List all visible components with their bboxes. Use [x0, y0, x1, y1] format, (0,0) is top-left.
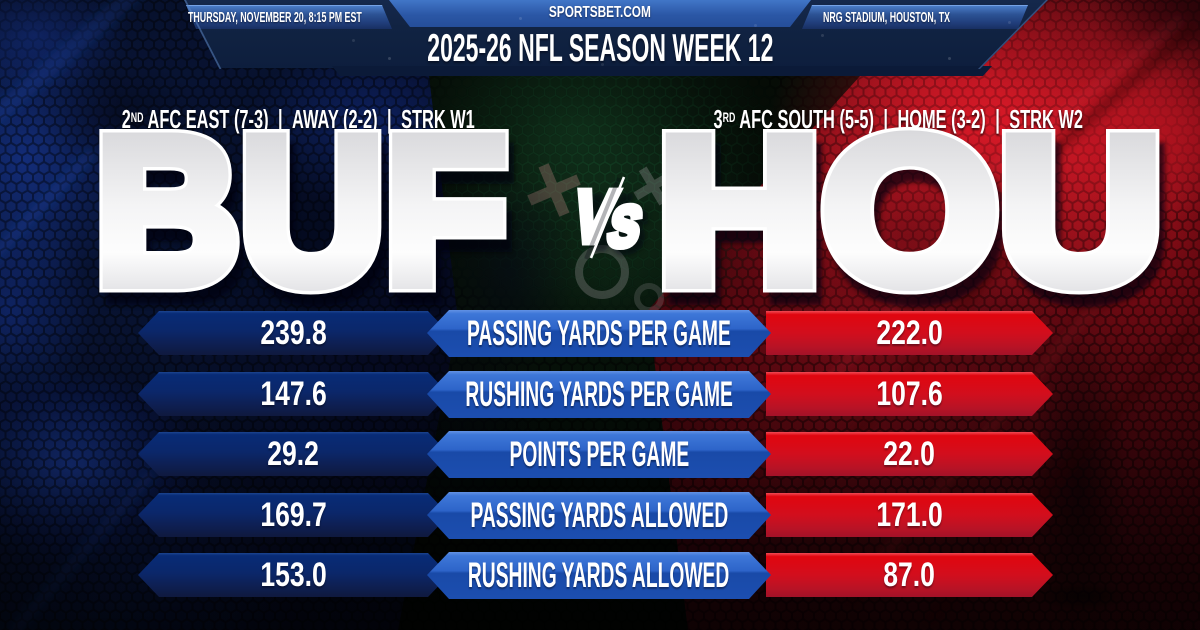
- svg-text:HOU: HOU: [657, 93, 1163, 328]
- svg-text:HOU: HOU: [663, 106, 1169, 341]
- svg-text:BUF: BUF: [95, 93, 507, 328]
- svg-text:BUF: BUF: [95, 93, 507, 328]
- svg-text:BUF: BUF: [101, 106, 513, 341]
- svg-text:HOU: HOU: [657, 93, 1163, 328]
